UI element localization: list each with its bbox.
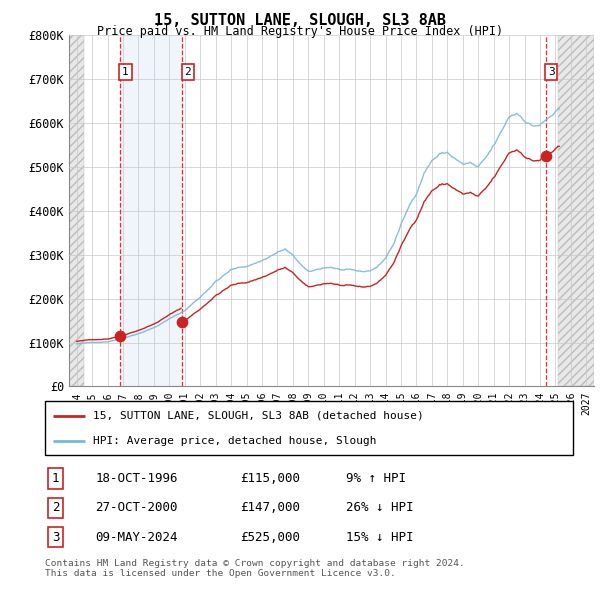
Text: £525,000: £525,000 [241, 530, 301, 543]
Text: £147,000: £147,000 [241, 502, 301, 514]
Text: 15, SUTTON LANE, SLOUGH, SL3 8AB: 15, SUTTON LANE, SLOUGH, SL3 8AB [154, 13, 446, 28]
Point [115, 331, 125, 340]
Point [541, 152, 550, 161]
FancyBboxPatch shape [45, 401, 573, 455]
Text: Contains HM Land Registry data © Crown copyright and database right 2024.: Contains HM Land Registry data © Crown c… [45, 559, 465, 568]
Point [177, 317, 187, 327]
Text: 26% ↓ HPI: 26% ↓ HPI [346, 502, 413, 514]
Text: 2: 2 [184, 67, 191, 77]
Bar [69, 35, 85, 386]
Text: 3: 3 [52, 530, 59, 543]
Text: 3: 3 [548, 67, 554, 77]
Text: 09-MAY-2024: 09-MAY-2024 [95, 530, 178, 543]
Text: 9% ↑ HPI: 9% ↑ HPI [346, 472, 406, 485]
Text: 2: 2 [52, 502, 59, 514]
Text: £115,000: £115,000 [241, 472, 301, 485]
Text: Price paid vs. HM Land Registry's House Price Index (HPI): Price paid vs. HM Land Registry's House … [97, 25, 503, 38]
Text: 15% ↓ HPI: 15% ↓ HPI [346, 530, 413, 543]
Text: HPI: Average price, detached house, Slough: HPI: Average price, detached house, Slou… [92, 436, 376, 446]
Bar [558, 35, 594, 386]
Text: 1: 1 [52, 472, 59, 485]
Text: 27-OCT-2000: 27-OCT-2000 [95, 502, 178, 514]
Text: 18-OCT-1996: 18-OCT-1996 [95, 472, 178, 485]
Text: 15, SUTTON LANE, SLOUGH, SL3 8AB (detached house): 15, SUTTON LANE, SLOUGH, SL3 8AB (detach… [92, 411, 423, 421]
Text: This data is licensed under the Open Government Licence v3.0.: This data is licensed under the Open Gov… [45, 569, 396, 578]
Text: 1: 1 [122, 67, 129, 77]
Bar [120, 35, 182, 386]
